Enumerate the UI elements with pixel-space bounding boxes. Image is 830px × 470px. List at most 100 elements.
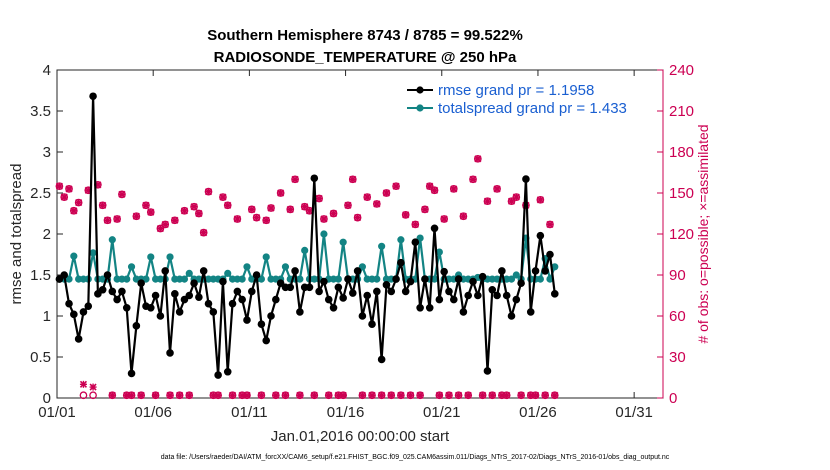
totalspread-point bbox=[512, 271, 520, 279]
obs-assimilated-point bbox=[142, 201, 150, 209]
rmse-point bbox=[171, 290, 179, 298]
rmse-point bbox=[276, 279, 285, 288]
totalspread-point bbox=[281, 263, 290, 271]
obs-assimilated-point bbox=[368, 391, 376, 399]
obs-assimilated-point bbox=[325, 391, 333, 399]
rmse-point bbox=[223, 367, 232, 376]
rmse-point bbox=[238, 295, 246, 304]
totalspread-point bbox=[147, 253, 155, 261]
obs-assimilated-point bbox=[195, 209, 203, 218]
obs-count-layer bbox=[55, 154, 559, 400]
rmse-point bbox=[526, 308, 535, 316]
y-tick-label: 1 bbox=[43, 308, 51, 325]
rmse-point bbox=[363, 291, 372, 300]
rmse-point bbox=[329, 303, 338, 312]
rmse-point bbox=[344, 275, 352, 283]
chart-subtitle: RADIOSONDE_TEMPERATURE @ 250 hPa bbox=[214, 49, 517, 66]
obs-assimilated-point bbox=[329, 209, 338, 218]
y-right-tick-label: 120 bbox=[669, 226, 694, 243]
rmse-point bbox=[449, 295, 458, 304]
rmse-point bbox=[430, 224, 439, 233]
rmse-point bbox=[166, 349, 174, 357]
obs-assimilated-point bbox=[373, 200, 381, 208]
totalspread-point bbox=[301, 246, 309, 254]
rmse-point bbox=[536, 231, 545, 240]
y-right-tick-label: 240 bbox=[669, 62, 694, 79]
obs-assimilated-point bbox=[459, 212, 467, 220]
obs-assimilated-point bbox=[296, 391, 304, 399]
y-axis-right-label: # of obs: o=possible; ×=assimilated bbox=[695, 124, 711, 343]
obs-assimilated-point bbox=[358, 391, 366, 399]
obs-assimilated-point bbox=[464, 391, 472, 399]
obs-assimilated-point bbox=[421, 205, 429, 213]
y-axis-right: 0 30 60 90 120 150 180 210 240 bbox=[657, 62, 694, 407]
totalspread-point bbox=[70, 252, 78, 260]
rmse-point bbox=[387, 287, 396, 296]
rmse-point bbox=[214, 371, 222, 379]
rmse-point bbox=[348, 289, 357, 297]
obs-assimilated-point bbox=[320, 215, 328, 223]
y-tick-label: 0 bbox=[43, 390, 51, 407]
obs-assimilated-point bbox=[277, 189, 285, 197]
totalspread-point bbox=[339, 238, 347, 246]
obs-assimilated-point bbox=[354, 214, 362, 222]
y-tick-label: 0.5 bbox=[30, 349, 51, 366]
x-axis-label: Jan.01,2016 00:00:00 start bbox=[271, 428, 450, 445]
obs-assimilated-point bbox=[166, 391, 174, 399]
totalspread-point bbox=[224, 269, 232, 277]
rmse-point bbox=[243, 316, 251, 324]
rmse-point bbox=[65, 299, 73, 308]
totalspread-point bbox=[320, 230, 328, 238]
rmse-point bbox=[296, 308, 304, 316]
rmse-point bbox=[377, 355, 386, 364]
rmse-point bbox=[103, 271, 112, 279]
obs-assimilated-point bbox=[546, 220, 554, 228]
obs-assimilated-point bbox=[103, 216, 112, 224]
rmse-point bbox=[127, 369, 136, 378]
x-tick-label: 01/21 bbox=[423, 404, 461, 421]
rmse-point bbox=[368, 320, 376, 329]
x-tick-label: 01/31 bbox=[615, 404, 653, 421]
obs-assimilated-point bbox=[551, 391, 559, 399]
rmse-point bbox=[339, 294, 347, 302]
rmse-point bbox=[334, 283, 343, 292]
x-tick-label: 01/16 bbox=[327, 404, 365, 421]
rmse-point bbox=[185, 291, 194, 300]
rmse-point bbox=[502, 291, 511, 300]
y-tick-label: 2 bbox=[43, 226, 51, 243]
obs-assimilated-point bbox=[75, 199, 83, 207]
y-axis-label: rmse and totalspread bbox=[8, 164, 25, 305]
rmse-point bbox=[392, 275, 400, 283]
obs-assimilated-point bbox=[233, 215, 241, 223]
obs-assimilated-point bbox=[455, 391, 463, 399]
rmse-point bbox=[55, 275, 64, 283]
rmse-point bbox=[79, 308, 88, 316]
totalspread-point bbox=[108, 236, 116, 244]
obs-assimilated-point bbox=[402, 211, 410, 219]
rmse-series bbox=[55, 92, 559, 379]
rmse-point bbox=[373, 287, 381, 296]
obs-assimilated-point bbox=[483, 197, 492, 205]
obs-assimilated-point bbox=[450, 185, 458, 193]
rmse-point bbox=[286, 283, 295, 292]
rmse-point bbox=[291, 267, 299, 275]
rmse-point bbox=[522, 175, 530, 183]
rmse-point bbox=[252, 271, 261, 279]
rmse-point bbox=[146, 303, 155, 312]
rmse-point bbox=[199, 267, 208, 275]
obs-assimilated-point bbox=[224, 201, 232, 209]
rmse-point bbox=[305, 283, 314, 292]
rmse-point bbox=[546, 250, 554, 259]
obs-assimilated-point bbox=[315, 194, 323, 203]
obs-assimilated-point bbox=[382, 189, 391, 197]
rmse-point bbox=[113, 295, 121, 304]
obs-assimilated-point bbox=[219, 193, 227, 201]
obs-assimilated-point bbox=[517, 391, 525, 399]
totalspread-point bbox=[127, 263, 136, 271]
obs-assimilated-point bbox=[291, 175, 299, 183]
rmse-point bbox=[156, 312, 165, 320]
obs-assimilated-point bbox=[344, 201, 352, 209]
y-axis-left: 0 0.5 1 1.5 2 2.5 3 3.5 4 bbox=[30, 62, 63, 407]
obs-assimilated-point bbox=[137, 391, 145, 399]
legend-rmse-label: rmse grand pr = 1.1958 bbox=[438, 82, 594, 99]
